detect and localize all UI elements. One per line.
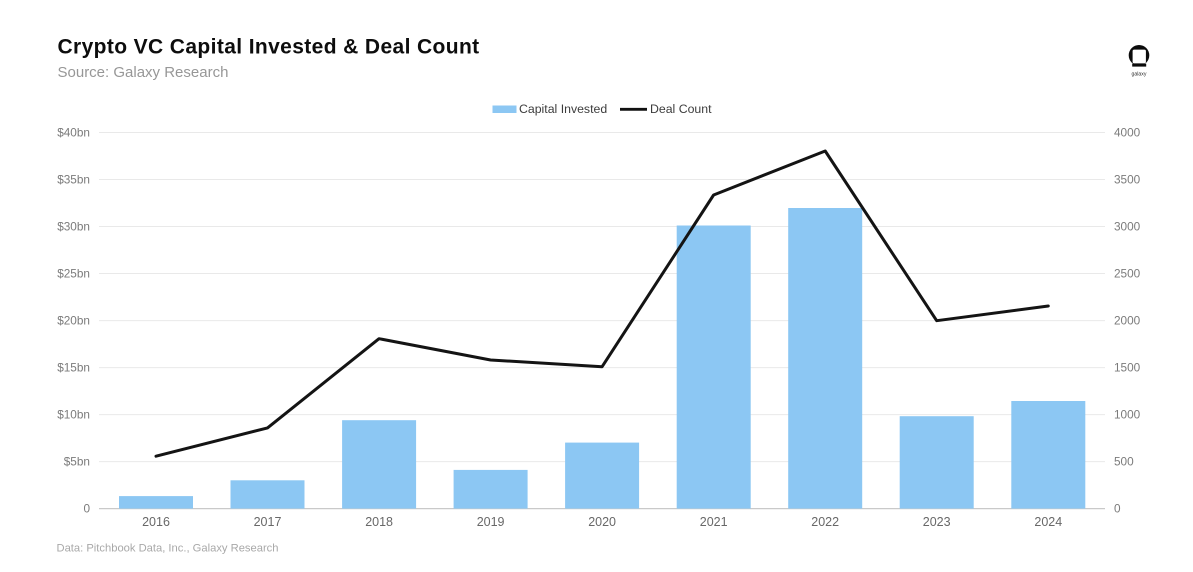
svg-text:0: 0: [1114, 502, 1121, 516]
svg-text:2022: 2022: [811, 515, 839, 529]
svg-text:Deal Count: Deal Count: [650, 102, 712, 116]
svg-text:2000: 2000: [1114, 314, 1141, 328]
svg-text:2020: 2020: [588, 515, 616, 529]
svg-text:3000: 3000: [1114, 220, 1141, 234]
svg-text:$5bn: $5bn: [64, 455, 90, 469]
svg-text:galaxy: galaxy: [1132, 71, 1147, 77]
svg-text:2019: 2019: [477, 515, 505, 529]
svg-text:Source: Galaxy Research: Source: Galaxy Research: [58, 64, 229, 81]
svg-text:$15bn: $15bn: [57, 361, 90, 375]
svg-text:2016: 2016: [142, 515, 170, 529]
svg-text:$40bn: $40bn: [57, 126, 90, 140]
svg-text:1000: 1000: [1114, 408, 1141, 422]
svg-text:$35bn: $35bn: [57, 173, 90, 187]
svg-text:2018: 2018: [365, 515, 393, 529]
svg-text:0: 0: [83, 502, 90, 516]
svg-text:1500: 1500: [1114, 361, 1141, 375]
svg-text:Crypto VC Capital Invested & D: Crypto VC Capital Invested & Deal Count: [58, 36, 480, 59]
svg-text:$10bn: $10bn: [57, 408, 90, 422]
svg-text:2024: 2024: [1034, 515, 1062, 529]
svg-text:4000: 4000: [1114, 126, 1141, 140]
svg-text:2023: 2023: [923, 515, 951, 529]
svg-text:2017: 2017: [254, 515, 282, 529]
svg-text:$25bn: $25bn: [57, 267, 90, 281]
svg-text:$20bn: $20bn: [57, 314, 90, 328]
svg-text:2500: 2500: [1114, 267, 1141, 281]
svg-text:$30bn: $30bn: [57, 220, 90, 234]
svg-text:500: 500: [1114, 455, 1134, 469]
svg-text:3500: 3500: [1114, 173, 1141, 187]
svg-text:Data: Pitchbook Data, Inc., Ga: Data: Pitchbook Data, Inc., Galaxy Resea…: [57, 543, 279, 555]
svg-text:Capital Invested: Capital Invested: [519, 102, 607, 116]
svg-text:2021: 2021: [700, 515, 728, 529]
